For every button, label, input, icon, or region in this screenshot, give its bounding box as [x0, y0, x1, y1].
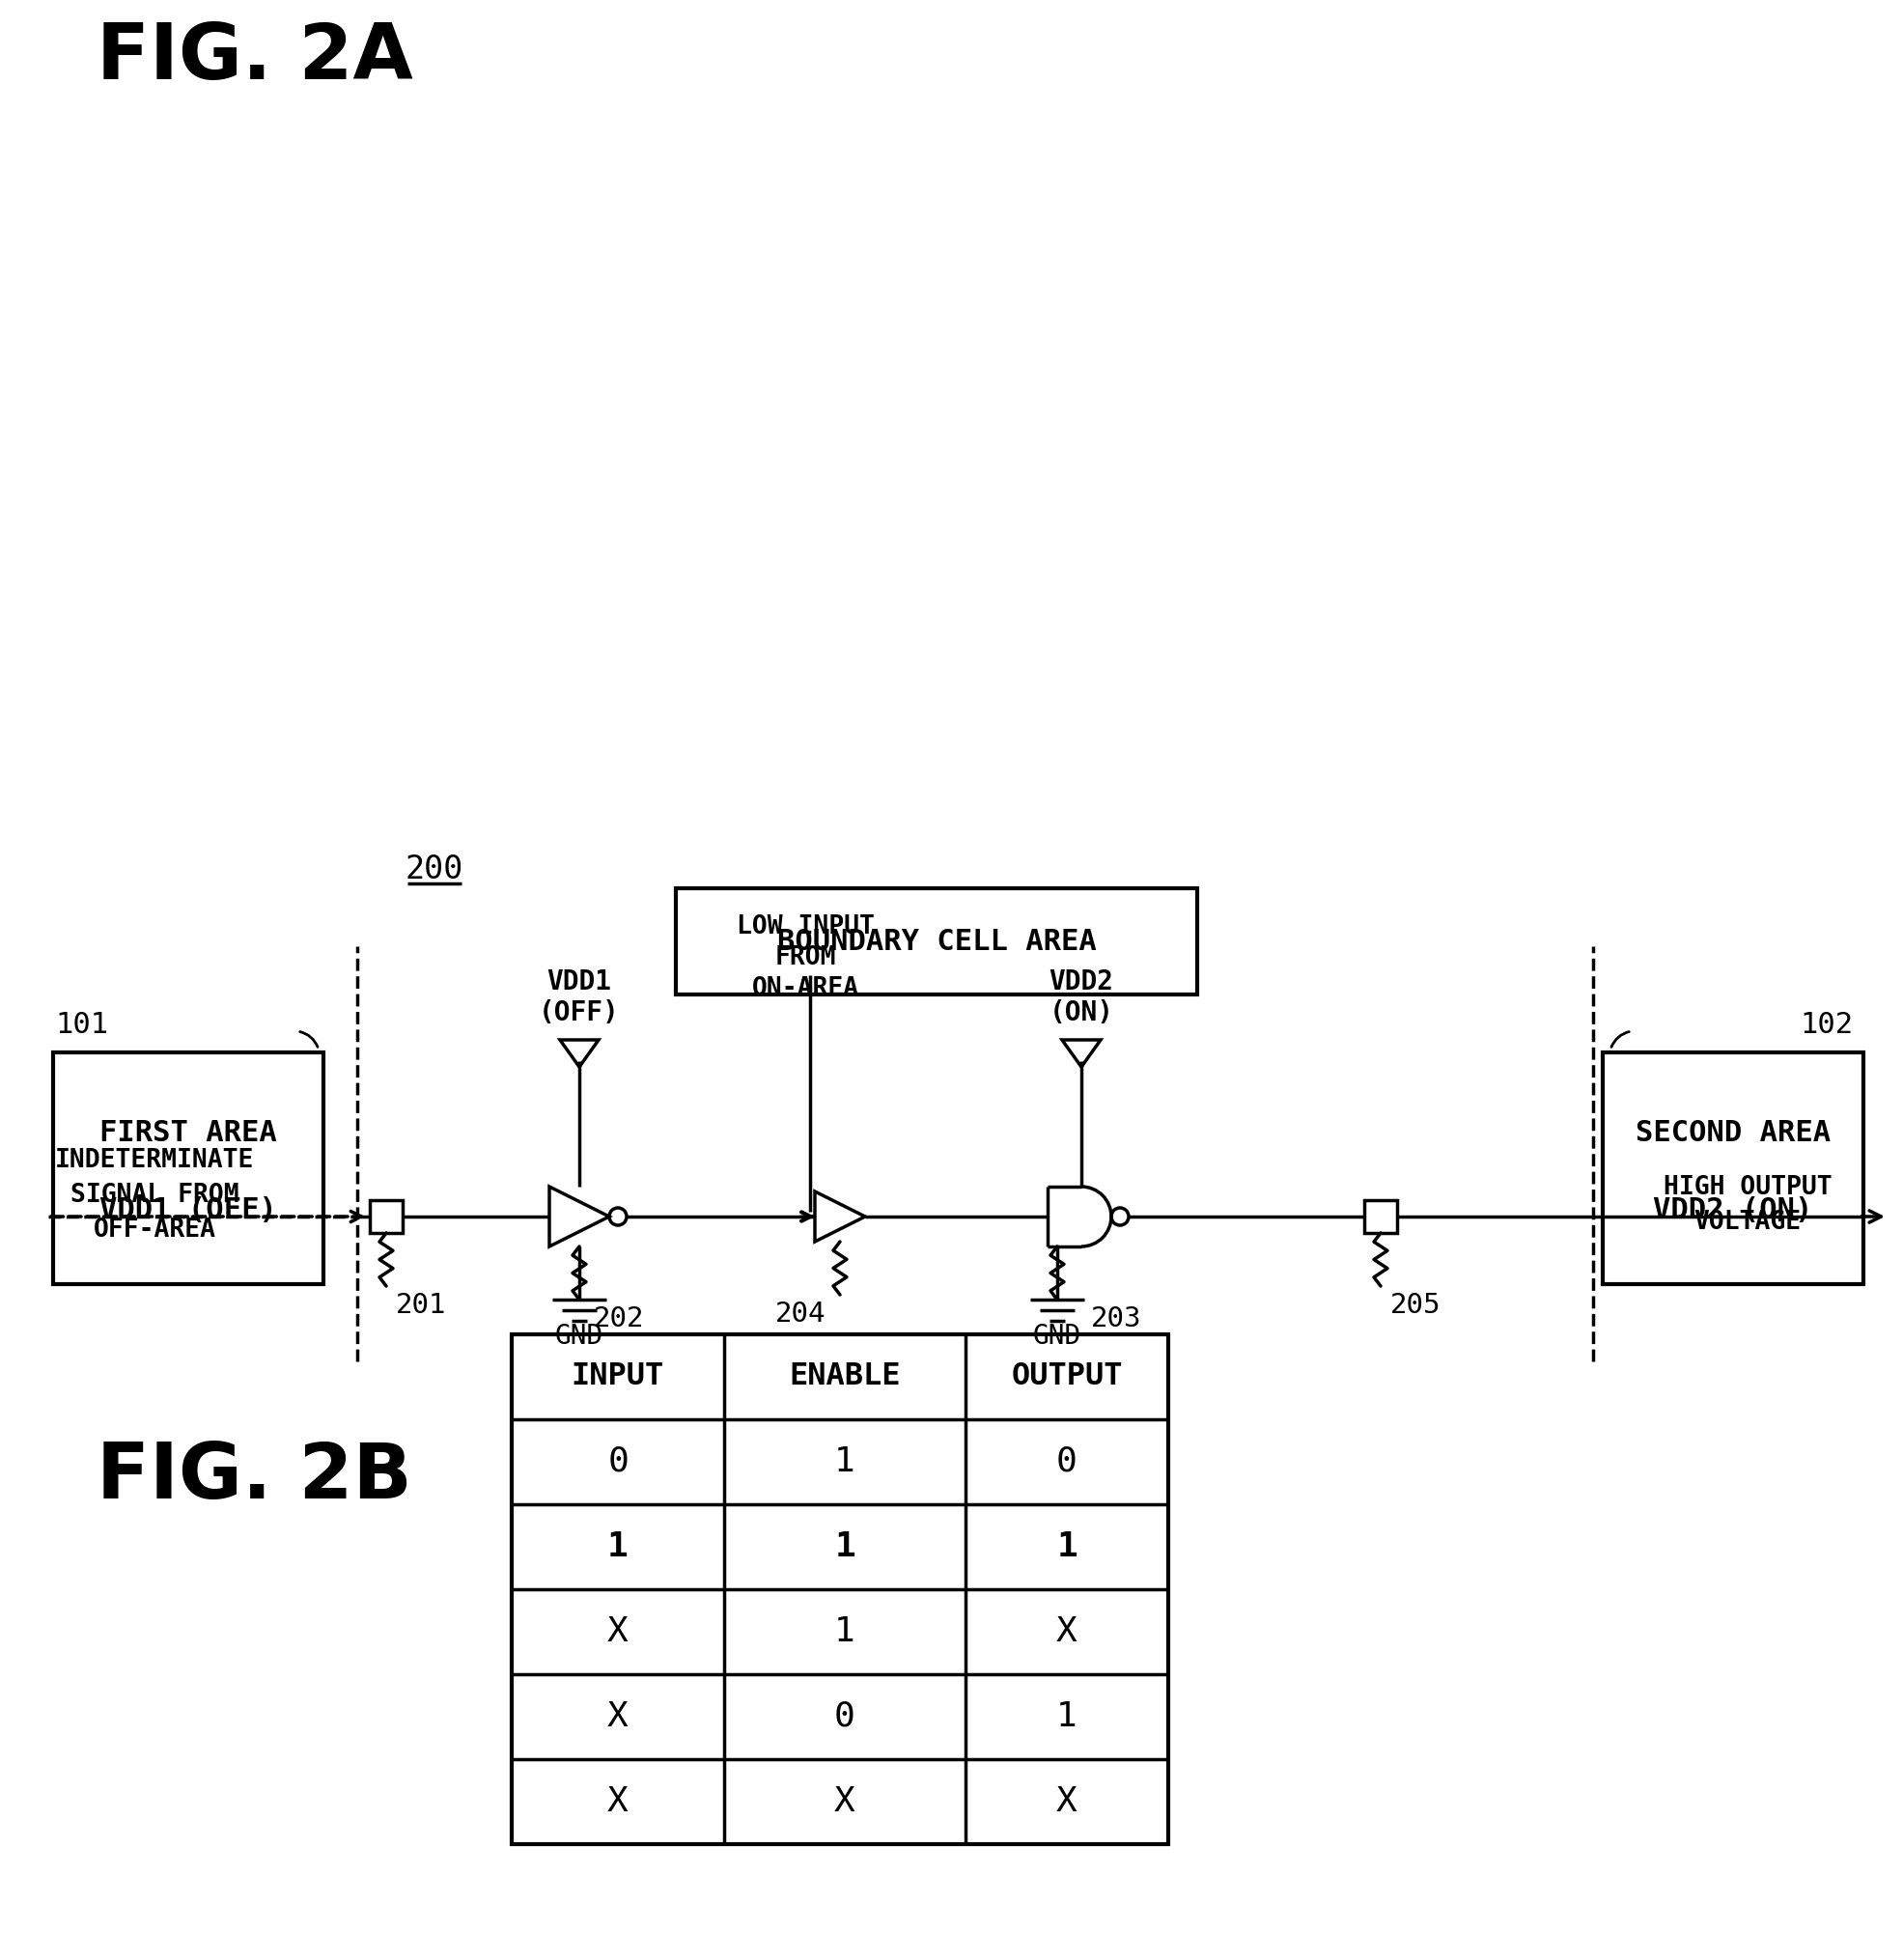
Text: 1: 1 — [834, 1615, 854, 1648]
Text: X: X — [834, 1786, 854, 1819]
Text: (OFF): (OFF) — [539, 1000, 620, 1027]
Text: 101: 101 — [55, 1011, 108, 1039]
Text: SECOND AREA: SECOND AREA — [1635, 1119, 1831, 1147]
Text: 203: 203 — [1090, 1305, 1142, 1333]
Text: OFF-AREA: OFF-AREA — [93, 1217, 215, 1243]
Text: VDD2 (ON): VDD2 (ON) — [1654, 1196, 1814, 1223]
Text: HIGH OUTPUT: HIGH OUTPUT — [1663, 1176, 1833, 1200]
Text: INPUT: INPUT — [571, 1362, 664, 1392]
Text: SIGNAL FROM: SIGNAL FROM — [70, 1182, 238, 1207]
Text: FIG. 2A: FIG. 2A — [97, 20, 413, 96]
Text: LOW INPUT: LOW INPUT — [736, 915, 873, 939]
Text: X: X — [607, 1699, 628, 1733]
Text: FIRST AREA: FIRST AREA — [99, 1119, 278, 1147]
Text: X: X — [607, 1786, 628, 1819]
Text: 202: 202 — [594, 1305, 645, 1333]
Text: FROM: FROM — [775, 945, 835, 970]
Text: 102: 102 — [1800, 1011, 1854, 1039]
Text: VDD2: VDD2 — [1049, 968, 1113, 996]
Text: 205: 205 — [1391, 1292, 1441, 1319]
Text: GND: GND — [1033, 1323, 1081, 1350]
Text: 0: 0 — [834, 1699, 854, 1733]
Text: ENABLE: ENABLE — [790, 1362, 900, 1392]
Text: VDD1: VDD1 — [546, 968, 611, 996]
Text: 1: 1 — [1056, 1699, 1077, 1733]
Bar — [676, 888, 1197, 994]
Text: VDD1 (OFF): VDD1 (OFF) — [99, 1196, 278, 1223]
Text: 201: 201 — [396, 1292, 447, 1319]
Text: 1: 1 — [834, 1531, 854, 1564]
Text: BOUNDARY CELL AREA: BOUNDARY CELL AREA — [776, 927, 1096, 955]
Text: X: X — [607, 1615, 628, 1648]
Bar — [1602, 1053, 1863, 1284]
Bar — [1364, 1200, 1397, 1233]
Text: INDETERMINATE: INDETERMINATE — [55, 1149, 255, 1174]
Bar — [369, 1200, 403, 1233]
Text: 0: 0 — [1056, 1445, 1077, 1478]
Text: FIG. 2B: FIG. 2B — [97, 1439, 413, 1515]
Bar — [512, 1335, 1168, 1844]
Text: 200: 200 — [405, 853, 464, 884]
Text: VOLTAGE: VOLTAGE — [1694, 1209, 1802, 1235]
Text: 0: 0 — [607, 1445, 628, 1478]
Text: 1: 1 — [607, 1531, 628, 1564]
Text: (ON): (ON) — [1049, 1000, 1113, 1027]
Text: 1: 1 — [834, 1445, 854, 1478]
Text: ON-AREA: ON-AREA — [752, 976, 858, 1002]
Text: X: X — [1056, 1615, 1077, 1648]
Bar — [53, 1053, 324, 1284]
Text: X: X — [1056, 1786, 1077, 1819]
Text: OUTPUT: OUTPUT — [1010, 1362, 1123, 1392]
Text: GND: GND — [556, 1323, 603, 1350]
Text: 204: 204 — [775, 1301, 826, 1327]
Text: 1: 1 — [1056, 1531, 1077, 1564]
